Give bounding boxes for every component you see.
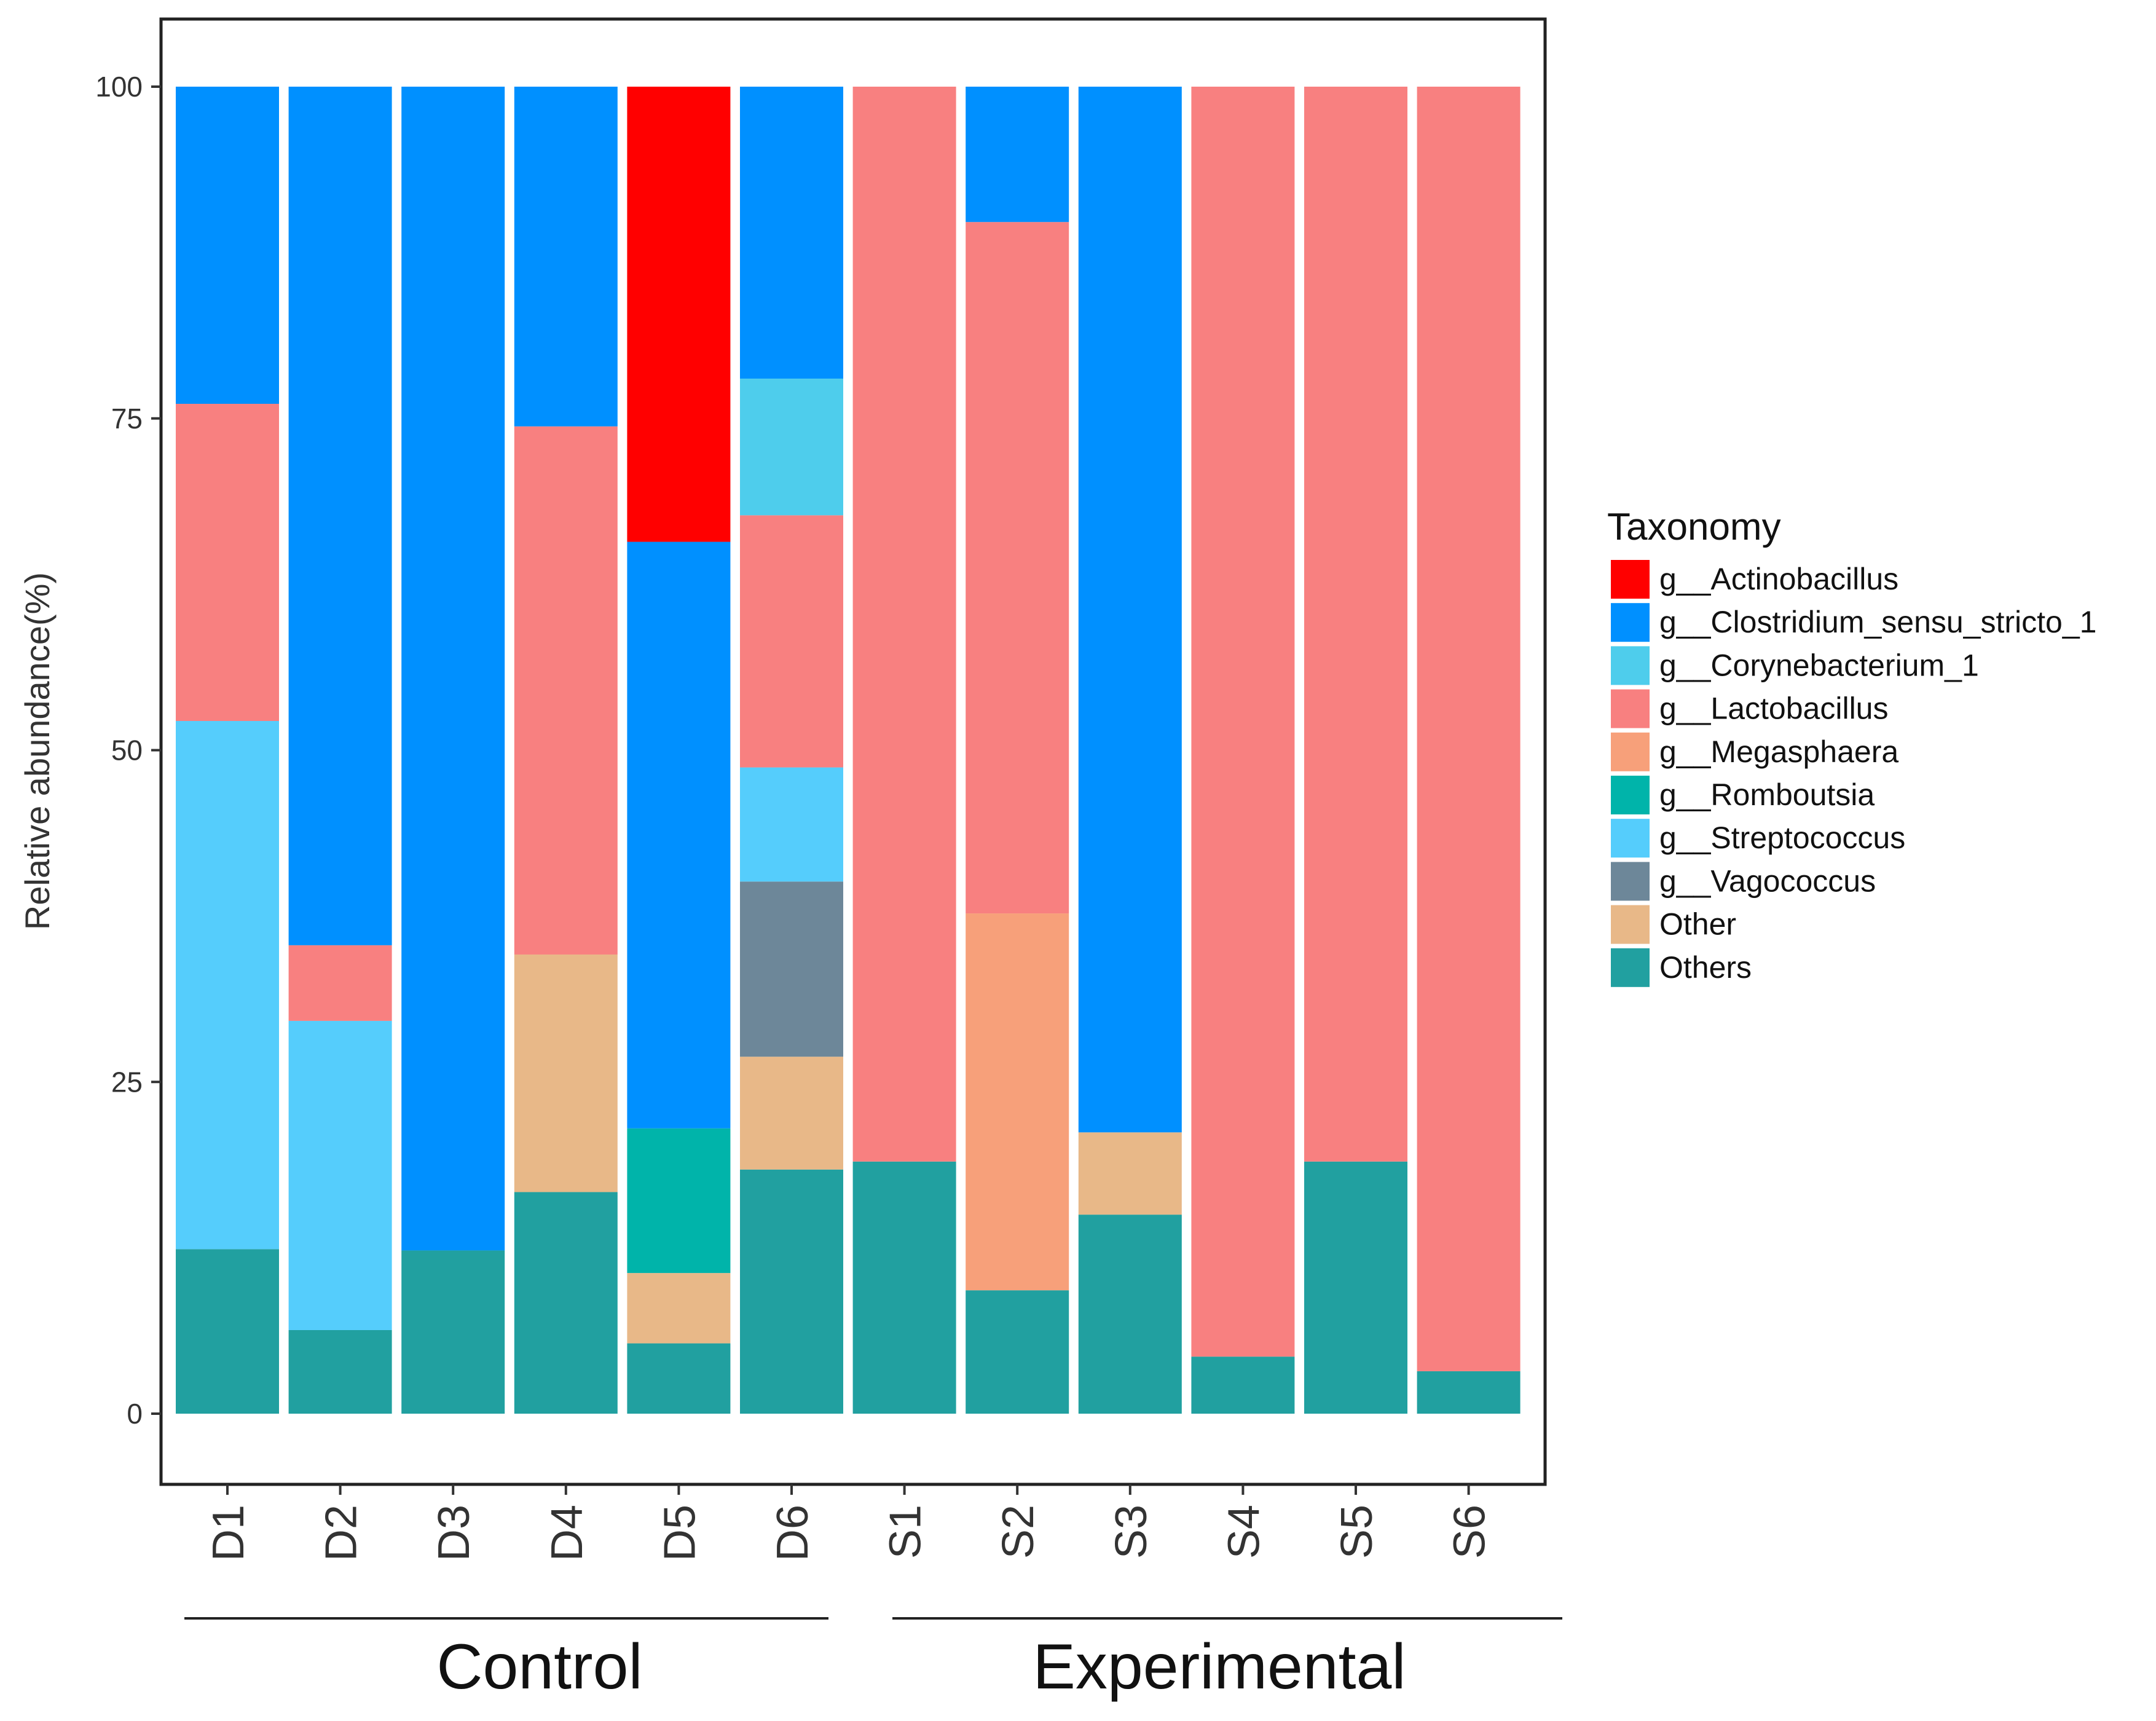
y-tick-label: 50 — [111, 734, 143, 766]
bar-d5-clostridium-sensu-stricto-1 — [627, 542, 731, 1128]
bar-d4-lactobacillus — [514, 426, 618, 955]
bar-d2-lactobacillus — [288, 945, 392, 1021]
x-tick-label-d4: D4 — [543, 1505, 592, 1561]
legend-label-clostridium-sensu-stricto-1: g__Clostridium_sensu_stricto_1 — [1659, 605, 2096, 639]
legend-swatch-streptococcus — [1611, 819, 1650, 858]
x-tick-label-s4: S4 — [1219, 1505, 1269, 1559]
bar-s3-others — [1078, 1215, 1182, 1414]
bars-layer — [176, 87, 1521, 1414]
group-label-control: Control — [436, 1631, 642, 1703]
x-tick-label-s2: S2 — [994, 1505, 1043, 1559]
bar-s1-others — [852, 1161, 956, 1414]
bar-d6-others — [740, 1169, 843, 1414]
bar-s4-lactobacillus — [1191, 87, 1295, 1357]
bar-s3-clostridium-sensu-stricto-1 — [1078, 87, 1182, 1133]
legend-title: Taxonomy — [1607, 506, 1781, 548]
x-tick-label-d5: D5 — [655, 1505, 704, 1561]
bar-d6-clostridium-sensu-stricto-1 — [740, 87, 843, 379]
bar-d1-clostridium-sensu-stricto-1 — [176, 87, 279, 404]
bar-d4-others — [514, 1192, 618, 1414]
x-axis: D1 D2 D3 D4 D5 D6 S1 S2 S3 S4 S5 S6 — [204, 1484, 1495, 1561]
legend-label-others: Others — [1659, 950, 1752, 985]
bar-s2-clostridium-sensu-stricto-1 — [966, 87, 1069, 223]
legend-swatch-lactobacillus — [1611, 689, 1650, 728]
legend-label-romboutsia: g__Romboutsia — [1659, 778, 1875, 812]
legend-swatch-others — [1611, 948, 1650, 987]
legend-swatch-romboutsia — [1611, 776, 1650, 814]
group-label-experimental: Experimental — [1033, 1631, 1406, 1703]
bar-d5-romboutsia — [627, 1128, 731, 1274]
bar-d2-streptococcus — [288, 1020, 392, 1330]
bar-d3-others — [401, 1250, 505, 1414]
y-axis-label: Relative abundance(%) — [18, 572, 57, 930]
bar-d6-streptococcus — [740, 767, 843, 882]
bar-d5-others — [627, 1343, 731, 1414]
bar-d1-streptococcus — [176, 721, 279, 1250]
bar-d1-lactobacillus — [176, 404, 279, 722]
y-axis: 0 25 50 75 100 — [95, 71, 161, 1430]
y-tick-label: 100 — [95, 71, 143, 103]
bar-s5-lactobacillus — [1304, 87, 1407, 1162]
legend-swatch-actinobacillus — [1611, 560, 1650, 599]
legend-swatch-vagococcus — [1611, 862, 1650, 901]
bar-s2-megasphaera — [966, 913, 1069, 1291]
bar-s4-others — [1191, 1357, 1295, 1414]
bar-s2-lactobacillus — [966, 222, 1069, 914]
bar-s2-others — [966, 1290, 1069, 1414]
bar-d2-clostridium-sensu-stricto-1 — [288, 87, 392, 945]
bar-s3-other — [1078, 1132, 1182, 1215]
y-tick-label: 0 — [127, 1398, 143, 1430]
bar-d1-others — [176, 1249, 279, 1414]
legend-label-megasphaera: g__Megasphaera — [1659, 734, 1898, 769]
x-tick-label-d3: D3 — [430, 1505, 479, 1561]
bar-d6-lactobacillus — [740, 515, 843, 768]
bar-d3-clostridium-sensu-stricto-1 — [401, 87, 505, 1251]
legend-swatch-clostridium-sensu-stricto-1 — [1611, 603, 1650, 642]
legend: Taxonomy g__Actinobacillus g__Clostridium… — [1607, 506, 2096, 987]
legend-swatch-other — [1611, 905, 1650, 944]
bar-d4-clostridium-sensu-stricto-1 — [514, 87, 618, 427]
x-tick-label-s3: S3 — [1107, 1505, 1156, 1559]
legend-label-vagococcus: g__Vagococcus — [1659, 864, 1876, 898]
x-tick-label-s5: S5 — [1332, 1505, 1382, 1559]
bar-d5-actinobacillus — [627, 87, 731, 542]
plot-frame — [159, 17, 1547, 1486]
bar-s1-lactobacillus — [852, 87, 956, 1162]
legend-label-lactobacillus: g__Lactobacillus — [1659, 691, 1889, 726]
x-tick-label-s1: S1 — [881, 1505, 930, 1559]
y-tick-label: 25 — [111, 1066, 143, 1098]
bar-s6-others — [1417, 1371, 1521, 1414]
x-tick-label-d2: D2 — [317, 1505, 366, 1561]
bar-d4-other — [514, 954, 618, 1192]
legend-swatch-corynebacterium-1 — [1611, 646, 1650, 685]
x-tick-label-d6: D6 — [768, 1505, 817, 1561]
legend-label-other: Other — [1659, 907, 1736, 942]
bar-s6-lactobacillus — [1417, 87, 1521, 1371]
group-labels: Control Experimental — [184, 1617, 1562, 1703]
bar-d5-other — [627, 1273, 731, 1344]
x-tick-label-s6: S6 — [1446, 1505, 1495, 1559]
bar-d6-vagococcus — [740, 881, 843, 1057]
legend-swatch-megasphaera — [1611, 732, 1650, 771]
y-tick-label: 75 — [111, 403, 143, 435]
legend-label-corynebacterium-1: g__Corynebacterium_1 — [1659, 648, 1979, 682]
legend-label-actinobacillus: g__Actinobacillus — [1659, 562, 1898, 596]
bar-d6-corynebacterium-1 — [740, 378, 843, 516]
x-tick-label-d1: D1 — [204, 1505, 253, 1561]
bar-d6-other — [740, 1057, 843, 1170]
legend-label-streptococcus: g__Streptococcus — [1659, 821, 1905, 855]
bar-s5-others — [1304, 1161, 1407, 1414]
bar-d2-others — [288, 1329, 392, 1414]
